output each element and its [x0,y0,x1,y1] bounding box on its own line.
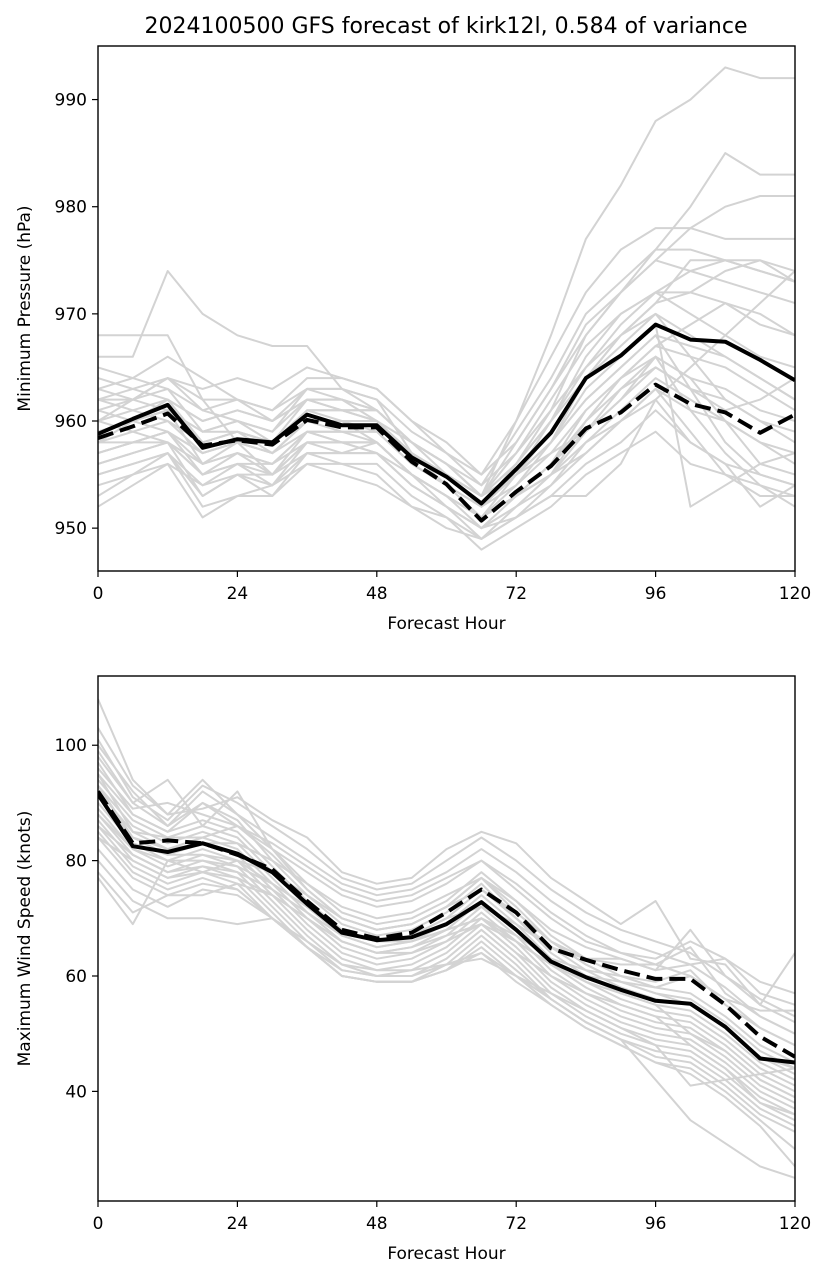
pressure-ensemble-lines [98,66,795,551]
pressure-x-tick-label: 24 [227,584,249,604]
wind-ensemble-member-29 [98,825,795,1047]
pressure-ensemble-member-16 [98,248,795,487]
wind-ensemble-member-15 [98,831,795,1150]
wind-x-tick-label: 120 [779,1214,811,1234]
pressure-ensemble-member-20 [98,259,795,508]
pressure-y-ticks: 950 960 970 980 990 [55,91,98,539]
pressure-x-axis-label: Forecast Hour [387,614,505,634]
wind-ensemble-member-10 [98,802,795,1110]
pressure-x-tick-label: 0 [93,584,104,604]
pressure-mean-lines [98,322,795,523]
pressure-ensemble-member-6 [98,334,795,497]
wind-x-axis-label: Forecast Hour [387,1244,505,1264]
wind-ensemble-member-12 [98,813,795,1122]
pressure-ensemble-member-25 [98,302,795,519]
wind-ensemble-member-11 [98,808,795,1116]
pressure-y-tick-label: 970 [55,305,87,325]
pressure-y-tick-label: 950 [55,519,87,539]
pressure-y-tick-label: 980 [55,198,87,218]
pressure-dashed-line [98,382,795,523]
wind-ensemble-member-24 [98,727,795,1006]
pressure-ensemble-member-29 [98,366,795,497]
wind-dashed-line [98,790,795,1059]
wind-x-tick-label: 96 [645,1214,667,1234]
pressure-ensemble-member-14 [98,398,795,519]
pressure-axes-frame [97,45,796,572]
wind-ensemble-lines [98,698,795,1179]
wind-x-tick-label: 48 [366,1214,388,1234]
pressure-y-tick-label: 960 [55,412,87,432]
wind-ensemble-member-28 [98,813,795,1018]
pressure-ensemble-member-22 [98,334,795,497]
pressure-ensemble-member-21 [98,355,795,519]
pressure-x-tick-label: 120 [779,584,811,604]
wind-y-tick-label: 40 [65,1082,87,1102]
pressure-ensemble-member-17 [98,195,795,476]
chart-title: 2024100500 GFS forecast of kirk12l, 0.58… [144,14,747,39]
wind-y-axis-label: Maximum Wind Speed (knots) [15,811,35,1067]
wind-ensemble-member-18 [98,859,795,1087]
wind-mean-lines [98,790,795,1065]
pressure-ensemble-member-30 [98,270,795,530]
wind-y-ticks: 40 60 80 100 [55,736,98,1102]
wind-ensemble-member-21 [98,761,795,1047]
wind-y-tick-label: 100 [55,736,87,756]
wind-x-tick-label: 24 [227,1214,249,1234]
wind-axes-frame [97,675,796,1202]
wind-ensemble-member-26 [98,785,795,995]
pressure-solid-line [98,322,795,506]
pressure-x-tick-label: 48 [366,584,388,604]
pressure-ensemble-member-12 [98,377,795,540]
pressure-ensemble-member-23 [98,355,795,519]
wind-ensemble-member-3 [98,756,795,1064]
wind-ensemble-member-22 [98,750,795,1035]
wind-ensemble-member-16 [98,836,795,1168]
wind-x-tick-label: 0 [93,1214,104,1234]
wind-ensemble-member-23 [98,738,795,1024]
pressure-panel: 2024100500 GFS forecast of kirk12l, 0.58… [15,14,811,634]
wind-panel: 0 24 48 72 96 120 40 60 80 100 Forecast Hour Max… [15,675,811,1264]
pressure-x-ticks: 0 24 48 72 96 120 [93,571,811,604]
pressure-x-tick-label: 72 [505,584,527,604]
wind-x-tick-label: 72 [505,1214,527,1234]
wind-y-tick-label: 60 [65,967,87,987]
pressure-ensemble-member-24 [98,323,795,508]
wind-ensemble-member-2 [98,744,795,1075]
wind-ensemble-member-19 [98,871,795,1116]
wind-x-ticks: 0 24 48 72 96 120 [93,1201,811,1234]
wind-y-tick-label: 80 [65,852,87,872]
wind-ensemble-member-25 [98,773,795,1006]
pressure-x-tick-label: 96 [645,584,667,604]
wind-ensemble-member-17 [98,848,795,1179]
wind-ensemble-member-27 [98,802,795,1035]
pressure-y-tick-label: 990 [55,91,87,111]
pressure-ensemble-member-4 [98,291,795,497]
pressure-y-axis-label: Minimum Pressure (hPa) [15,205,35,411]
